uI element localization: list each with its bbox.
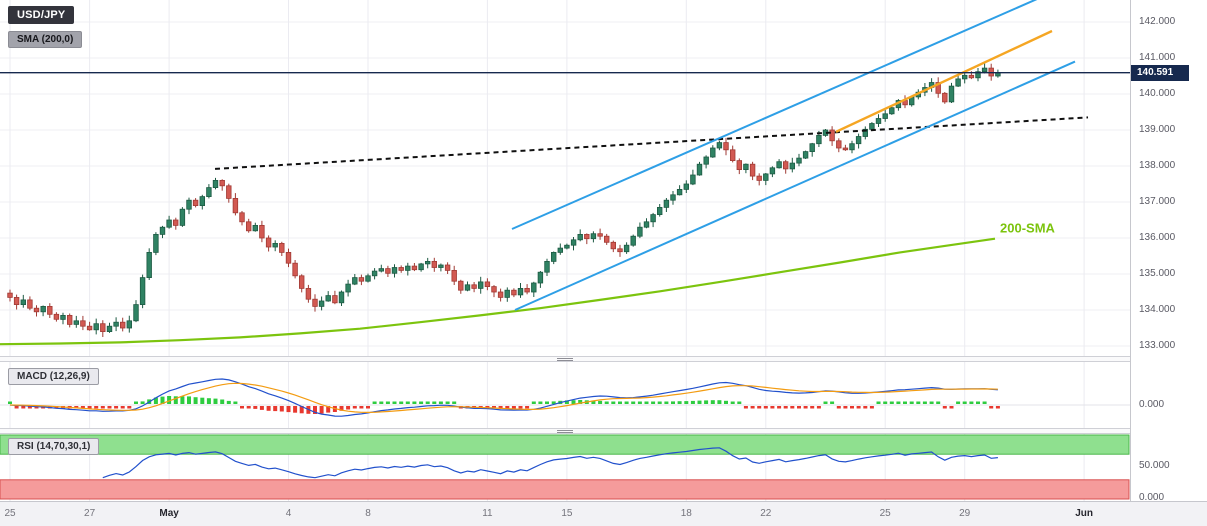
time-axis[interactable]: 25 27 May 4 8 11 15 18 22 25 29 Jun [0, 501, 1207, 526]
orange-trendline [835, 29, 1053, 133]
main-price-chart[interactable]: 200-SMA [0, 0, 1130, 357]
price-axis-label: 142.000 [1139, 16, 1176, 27]
rsi-indicator-panel[interactable] [0, 434, 1130, 501]
macd-line [9, 378, 998, 417]
time-axis-label: 25 [4, 508, 16, 519]
macd-axis-label: 0.000 [1139, 399, 1165, 410]
price-axis-label: 137.000 [1139, 196, 1176, 207]
drag-handle-icon[interactable] [557, 430, 573, 433]
main-gridlines [0, 0, 1130, 357]
panel-separator[interactable] [0, 356, 1130, 362]
time-axis-label: 22 [760, 508, 772, 519]
current-price-badge: 140.591 [1131, 65, 1189, 81]
price-axis-label: 141.000 [1139, 52, 1176, 63]
time-axis-label: 18 [680, 508, 692, 519]
rsi-series-layer [0, 434, 1130, 500]
macd-indicator-panel[interactable] [0, 362, 1130, 429]
ascending-channel-lower-line [514, 60, 1076, 311]
price-axis[interactable]: 142.000 141.000 140.000 139.000 138.000 137.0… [1130, 0, 1207, 503]
time-axis-label: 27 [84, 508, 96, 519]
overlay-lines-layer [0, 237, 996, 346]
rsi-indicator-label[interactable]: RSI (14,70,30,1) [8, 438, 100, 455]
time-axis-label: 29 [959, 508, 971, 519]
macd-series-layer [8, 378, 1000, 417]
macd-signal-line [9, 382, 998, 414]
time-axis-label: May [159, 508, 179, 519]
time-axis-label: 4 [285, 508, 292, 519]
panel-separator[interactable] [0, 428, 1130, 434]
time-axis-label: 15 [561, 508, 573, 519]
price-axis-label: 135.000 [1139, 268, 1176, 279]
candles-layer [7, 62, 1001, 337]
price-axis-label: 133.000 [1139, 340, 1176, 351]
rsi-axis-label: 50.000 [1139, 460, 1170, 471]
time-axis-label: 8 [365, 508, 371, 519]
rsi-axis-label: 0.000 [1139, 492, 1165, 503]
price-axis-label: 134.000 [1139, 304, 1176, 315]
time-axis-label: Jun [1075, 508, 1093, 519]
time-axis-label: 11 [482, 508, 493, 519]
price-axis-label: 136.000 [1139, 232, 1176, 243]
price-axis-label: 140.000 [1139, 88, 1176, 99]
price-axis-label: 138.000 [1139, 160, 1176, 171]
price-axis-label: 139.000 [1139, 124, 1176, 135]
macd-gridlines [0, 362, 1130, 429]
sma-indicator-label[interactable]: SMA (200,0) [8, 31, 83, 48]
sma-annotation-text: 200-SMA [1000, 221, 1056, 236]
sma-200-line [0, 237, 996, 346]
rsi-overbought-band [0, 434, 1130, 455]
ascending-channel-upper-line [511, 0, 1038, 230]
macd-indicator-label[interactable]: MACD (12,26,9) [8, 368, 99, 385]
rsi-line [102, 447, 998, 479]
symbol-badge[interactable]: USD/JPY [8, 6, 75, 24]
annotations-layer: 200-SMA [0, 0, 1130, 311]
dashed-resistance-trendline [214, 116, 1089, 170]
rsi-oversold-band [0, 479, 1130, 500]
drag-handle-icon[interactable] [557, 358, 573, 361]
time-axis-label: 25 [879, 508, 891, 519]
